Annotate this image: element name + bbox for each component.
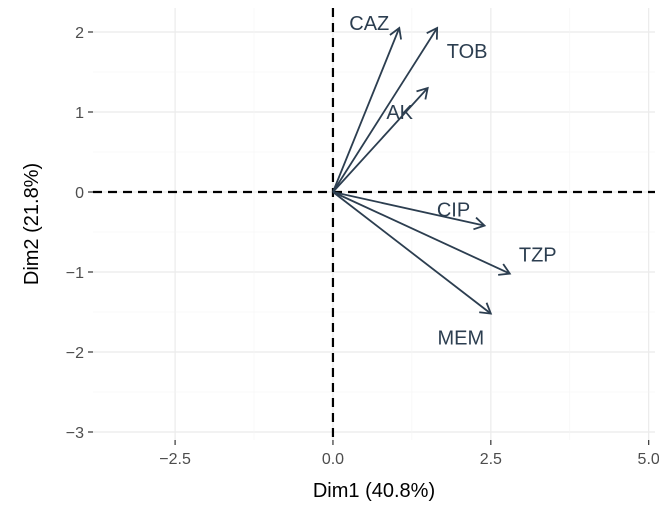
vector-cip: [332, 191, 487, 231]
y-tick-label: 2: [75, 25, 84, 42]
y-tick-label: −3: [66, 425, 84, 442]
x-axis-title: Dim1 (40.8%): [313, 480, 435, 502]
variable-label-ak: AK: [386, 102, 413, 124]
variable-label-tzp: TZP: [519, 245, 557, 267]
vector-tzp: [332, 191, 512, 276]
y-axis: −3 −2 −1 0 1 2: [66, 25, 93, 442]
x-axis: −2.5 0.0 2.5 5.0: [159, 440, 659, 468]
variable-vectors: [332, 26, 512, 315]
variable-label-caz: CAZ: [349, 13, 389, 35]
reference-lines: [93, 8, 655, 440]
vector-ak: [332, 86, 429, 193]
grid-lines: [93, 8, 655, 440]
variable-labels: CAZ TOB AK CIP TZP MEM: [349, 13, 556, 350]
variable-label-cip: CIP: [437, 200, 470, 222]
vector-caz: [332, 26, 402, 193]
variable-label-mem: MEM: [437, 328, 484, 350]
variable-label-tob: TOB: [447, 41, 488, 63]
y-axis-title: Dim2 (21.8%): [21, 163, 43, 285]
x-tick-label: 2.5: [480, 451, 502, 468]
x-tick-label: −2.5: [159, 451, 191, 468]
y-tick-label: −2: [66, 345, 84, 362]
vector-mem: [332, 191, 493, 315]
x-tick-label: 5.0: [638, 451, 659, 468]
x-tick-label: 0.0: [322, 451, 344, 468]
vector-tob: [332, 26, 439, 193]
y-tick-label: 0: [75, 185, 84, 202]
y-tick-label: −1: [66, 265, 84, 282]
y-tick-label: 1: [75, 105, 84, 122]
